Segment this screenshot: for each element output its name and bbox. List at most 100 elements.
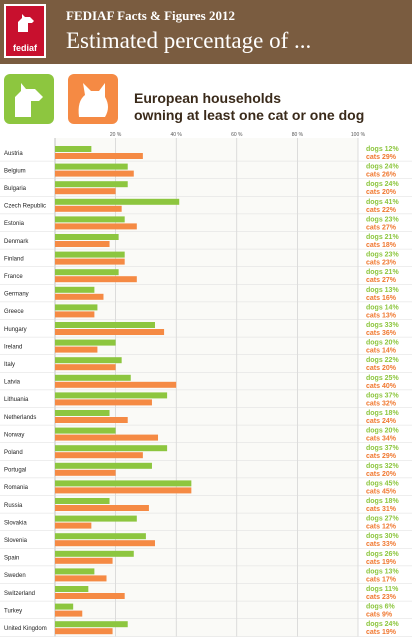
dog-bar [55,357,122,364]
cat-value-label: cats 33% [366,541,397,548]
tick-label: 100 % [351,132,366,138]
dog-bar [55,603,74,610]
cat-value-label: cats 14% [366,348,397,355]
category-label: Lithuania [4,397,29,403]
cat-value-label: cats 19% [366,629,397,636]
cat-bar [55,557,113,564]
chart-title-line1: European households [134,90,282,106]
dog-value-label: dogs 24% [366,621,399,628]
dog-value-label: dogs 11% [366,586,399,593]
dog-value-label: dogs 24% [366,181,399,188]
cat-value-label: cats 9% [366,612,393,619]
category-label: Slovakia [4,520,27,526]
tick-label: 40 % [170,132,182,138]
dog-bar [55,163,128,170]
category-label: Hungary [4,327,27,333]
dog-value-label: dogs 37% [366,445,399,452]
category-label: Norway [4,432,24,438]
dog-silhouette-icon [15,83,43,117]
cat-value-label: cats 31% [366,506,397,513]
cat-bar [55,293,104,300]
cat-value-label: cats 16% [366,295,397,302]
dog-bar [55,216,125,223]
dog-bar [55,498,110,504]
dog-bar [55,251,125,258]
dog-value-label: dogs 41% [366,199,399,206]
cat-bar [55,628,113,635]
header-subtitle: FEDIAF Facts & Figures 2012 [66,8,235,23]
cat-bar [55,311,95,318]
cat-bar [55,505,149,511]
cat-value-label: cats 26% [366,172,397,179]
dog-bar [55,374,131,381]
dog-value-label: dogs 45% [366,480,399,487]
cat-value-label: cats 20% [366,365,397,372]
dog-value-label: dogs 20% [366,428,399,435]
cat-bar [55,346,98,353]
cat-value-label: cats 23% [366,260,397,267]
category-label: Slovenia [4,538,28,544]
dog-value-label: dogs 14% [366,304,399,311]
cat-bar [55,223,137,230]
fediaf-logo: fediaf [4,4,46,58]
dog-value-label: dogs 12% [366,146,399,153]
category-label: Finland [4,256,24,262]
category-label: France [4,274,23,280]
cat-bar [55,452,143,459]
cat-bar [55,241,110,247]
dog-value-label: dogs 21% [366,234,399,241]
category-label: Sweden [4,573,26,579]
cat-value-label: cats 12% [366,524,397,531]
dog-value-label: dogs 23% [366,216,399,223]
dog-bar [55,515,137,522]
dog-bar [55,269,119,276]
dog-bar [55,392,168,399]
dog-icon [4,74,54,124]
cat-value-label: cats 45% [366,488,397,495]
dog-bar [55,410,110,416]
chart-title-line2: owning at least one cat or one dog [134,107,365,123]
cat-bar [55,205,122,212]
cat-bar [55,153,143,159]
dog-bar [55,339,116,346]
category-label: Latvia [4,380,21,386]
dog-value-label: dogs 23% [366,252,399,259]
dog-value-label: dogs 27% [366,516,399,523]
logo-dog-icon [18,14,34,32]
cat-bar [55,434,159,441]
cat-value-label: cats 34% [366,436,397,443]
dog-bar [55,462,152,469]
dog-value-label: dogs 26% [366,551,399,558]
dog-bar [55,322,155,328]
cat-bar [55,575,107,582]
cat-value-label: cats 20% [366,471,397,478]
category-label: Turkey [4,608,22,614]
category-label: Greece [4,309,24,315]
cat-value-label: cats 20% [366,189,397,196]
tick-label: 60 % [231,132,243,138]
cat-bar [55,364,116,371]
dog-value-label: dogs 21% [366,269,399,276]
cat-value-label: cats 17% [366,576,397,583]
dog-value-label: dogs 20% [366,340,399,347]
cat-value-label: cats 24% [366,418,397,425]
category-label: Estonia [4,221,25,227]
cat-value-label: cats 29% [366,154,397,161]
dog-bar [55,550,134,557]
category-label: Netherlands [4,415,36,421]
header-banner: fediaf FEDIAF Facts & Figures 2012 Estim… [0,0,412,64]
cat-bar [55,593,125,599]
cat-value-label: cats 23% [366,594,397,601]
category-label: Poland [4,450,23,456]
dog-bar [55,146,92,152]
cat-bar [55,170,134,177]
cat-value-label: cats 13% [366,312,397,319]
category-label: Italy [4,362,15,368]
chart-title: European households owning at least one … [134,90,364,124]
cat-value-label: cats 29% [366,453,397,460]
dog-value-label: dogs 13% [366,287,399,294]
cat-bar [55,469,116,476]
cat-value-label: cats 18% [366,242,397,249]
cat-bar [55,258,125,265]
